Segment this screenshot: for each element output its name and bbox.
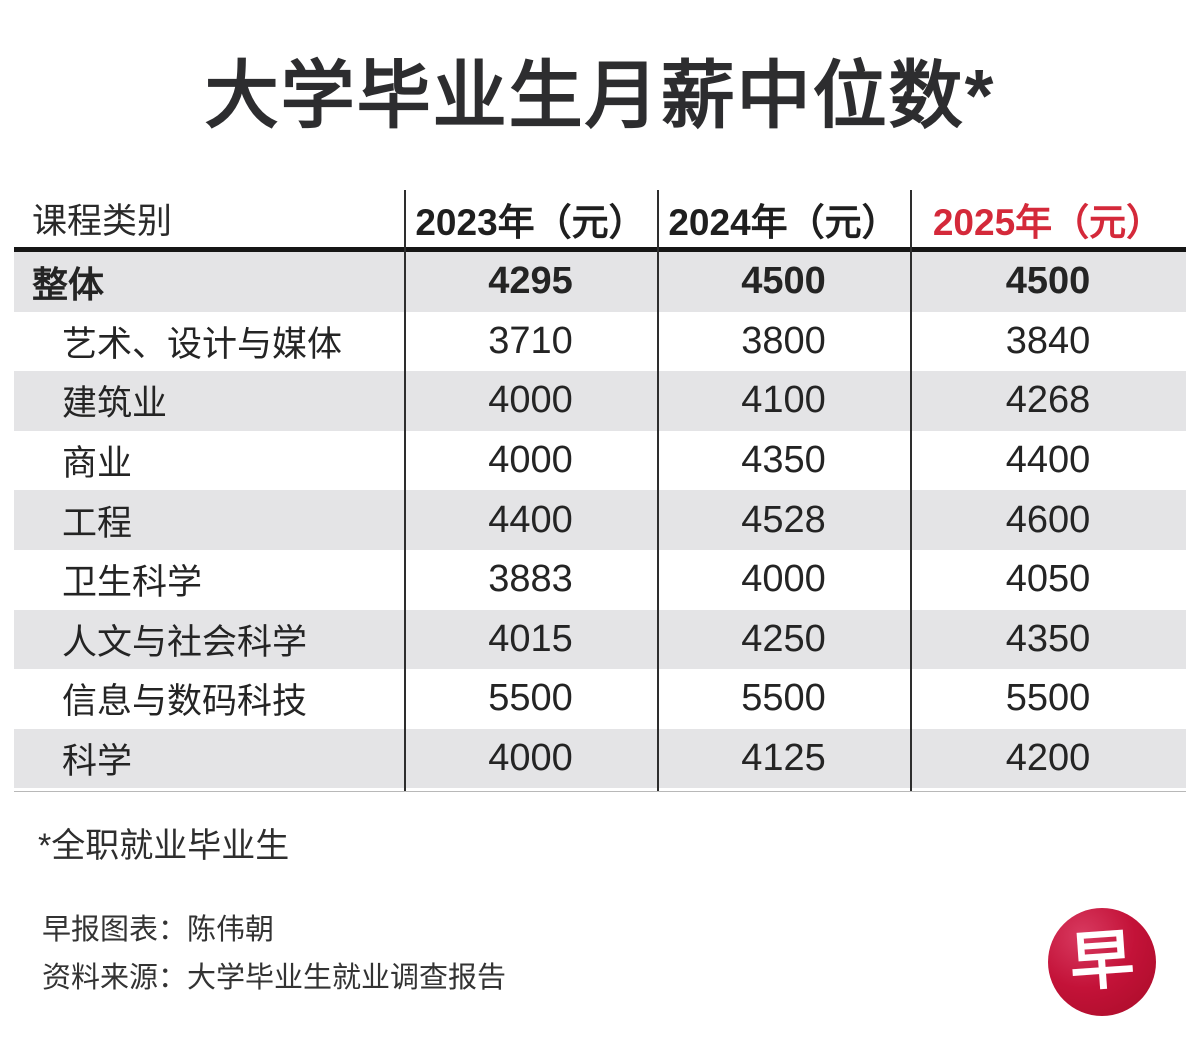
credit-chart-author: 早报图表：陈伟朝 (42, 914, 275, 946)
value-2024: 3800 (741, 319, 826, 362)
header-cell-category: 课程类别 (32, 202, 173, 241)
value-2024: 4125 (741, 737, 826, 780)
value-2023: 4000 (488, 737, 573, 780)
table-row-infocomm-digital-tech: 信息与数码科技 5500 5500 5500 (14, 669, 1186, 729)
value-2024: 5500 (741, 677, 826, 720)
table-row-engineering: 工程 4400 4528 4600 (14, 490, 1186, 550)
row-label: 整体 (32, 263, 105, 305)
value-2023: 3883 (488, 558, 573, 601)
value-2023: 4000 (488, 439, 573, 482)
header-cell-2023: 2023年（元） (415, 201, 646, 243)
column-divider-2 (657, 190, 659, 791)
value-2025: 4600 (1005, 498, 1091, 541)
row-label: 商业 (62, 444, 133, 484)
value-2024: 4350 (741, 439, 826, 482)
value-2023: 3710 (488, 319, 573, 362)
value-2024: 4000 (741, 558, 826, 601)
row-label: 科学 (62, 742, 133, 782)
value-2023: 4295 (488, 260, 573, 303)
page-title: 大学毕业生月薪中位数* (204, 54, 996, 137)
value-2025: 4350 (1005, 617, 1091, 660)
value-2023: 5500 (488, 677, 573, 720)
row-label: 建筑业 (62, 384, 168, 424)
value-2025: 4400 (1005, 439, 1091, 482)
table-row-arts-design-media: 艺术、设计与媒体 3710 3800 3840 (14, 312, 1186, 372)
table-row-overall: 整体 4295 4500 4500 (14, 252, 1186, 312)
credits: 早报图表：陈伟朝 资料来源：大学毕业生就业调查报告 (42, 906, 506, 1002)
value-2025: 3840 (1005, 319, 1091, 362)
row-label: 艺术、设计与媒体 (62, 324, 343, 364)
value-2023: 4400 (488, 498, 573, 541)
zaobao-logo: 早 (1048, 908, 1156, 1016)
value-2024: 4250 (741, 617, 826, 660)
value-2023: 4000 (488, 379, 573, 422)
value-2024: 4100 (741, 379, 826, 422)
row-label: 人文与社会科学 (62, 622, 308, 662)
row-label: 卫生科学 (62, 563, 203, 603)
table-row-humanities-social-sciences: 人文与社会科学 4015 4250 4350 (14, 609, 1186, 670)
value-2024: 4528 (741, 498, 826, 541)
header-cell-2025: 2025年（元） (932, 201, 1164, 243)
salary-table: 课程类别 2023年（元） 2024年（元） 2025年（元） 整体 4295 … (14, 190, 1186, 792)
value-2025: 4268 (1005, 379, 1091, 422)
value-2023: 4015 (488, 617, 573, 660)
table-row-business: 商业 4000 4350 4400 (14, 431, 1186, 491)
value-2025: 4200 (1005, 737, 1091, 780)
footnote: *全职就业毕业生 (38, 827, 290, 865)
table-row-health-sciences: 卫生科学 3883 4000 4050 (14, 550, 1186, 610)
column-divider-3 (910, 190, 912, 791)
value-2025: 4050 (1005, 558, 1091, 601)
row-label: 信息与数码科技 (62, 682, 308, 722)
column-divider-1 (404, 190, 406, 791)
table-row-sciences: 科学 4000 4125 4200 (14, 728, 1186, 789)
credit-source: 资料来源：大学毕业生就业调查报告 (42, 962, 507, 994)
value-2025: 4500 (1005, 260, 1091, 303)
header-cell-2024: 2024年（元） (668, 201, 899, 243)
table-header: 课程类别 2023年（元） 2024年（元） 2025年（元） (14, 190, 1186, 252)
table-row-built-environment: 建筑业 4000 4100 4268 (14, 371, 1186, 431)
row-label: 工程 (62, 503, 133, 543)
value-2025: 5500 (1005, 677, 1091, 720)
zaobao-logo-glyph: 早 (1067, 921, 1137, 1002)
value-2024: 4500 (741, 260, 826, 303)
